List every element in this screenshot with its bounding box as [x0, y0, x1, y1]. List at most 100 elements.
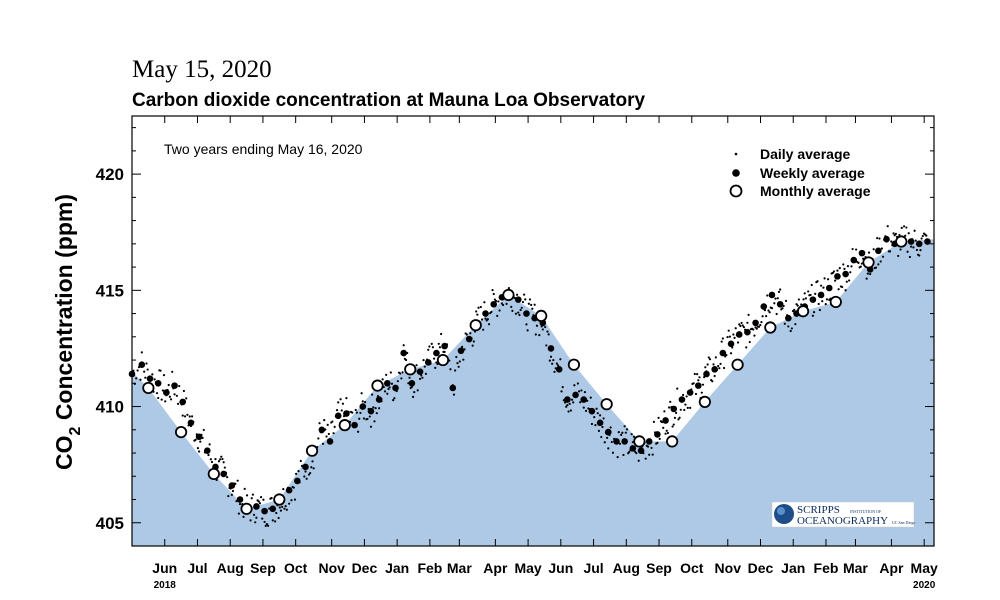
- daily-point: [876, 236, 879, 240]
- daily-point: [325, 435, 328, 438]
- daily-point: [168, 395, 171, 398]
- plot-area: [128, 115, 935, 547]
- weekly-point: [924, 238, 931, 245]
- x-tick-label: Oct: [680, 560, 704, 576]
- monthly-point: [698, 395, 711, 408]
- daily-point: [178, 384, 181, 388]
- daily-point: [312, 467, 315, 470]
- weekly-point: [465, 335, 473, 343]
- daily-point: [186, 413, 189, 416]
- daily-point: [497, 300, 500, 303]
- monthly-point: [895, 235, 908, 248]
- daily-point: [880, 247, 883, 250]
- daily-point: [671, 425, 674, 428]
- x-tick-label: Sep: [250, 560, 276, 576]
- daily-point: [452, 393, 456, 396]
- weekly-point: [375, 396, 383, 403]
- daily-point: [284, 505, 287, 508]
- daily-point: [408, 376, 411, 379]
- daily-point: [736, 341, 740, 344]
- weekly-point: [351, 421, 358, 429]
- daily-point: [795, 303, 798, 306]
- y-tick-label: 405: [96, 514, 124, 533]
- daily-point: [667, 406, 671, 409]
- daily-point: [288, 502, 291, 505]
- daily-point: [622, 453, 625, 457]
- daily-point: [678, 416, 681, 419]
- daily-point: [454, 369, 457, 372]
- monthly-point: [535, 309, 548, 322]
- daily-point: [601, 425, 604, 429]
- daily-point: [765, 315, 768, 318]
- daily-point: [746, 321, 749, 324]
- daily-point: [396, 380, 399, 383]
- daily-point: [341, 402, 345, 405]
- daily-point: [310, 466, 313, 469]
- daily-point: [811, 314, 814, 317]
- daily-point: [596, 412, 599, 415]
- daily-point: [483, 301, 486, 304]
- year-label: 2018: [154, 580, 177, 591]
- daily-point: [552, 358, 555, 362]
- daily-point: [589, 396, 592, 399]
- daily-point: [819, 284, 823, 287]
- daily-point: [519, 308, 522, 312]
- daily-point: [623, 425, 626, 428]
- daily-point: [400, 377, 403, 380]
- daily-point: [621, 431, 624, 434]
- daily-point: [456, 362, 459, 365]
- daily-point: [424, 372, 428, 375]
- x-tick-label: Aug: [613, 560, 640, 576]
- weekly-point: [817, 291, 825, 299]
- logo-line2: OCEANOGRAPHY: [797, 515, 888, 527]
- x-tick-label: Dec: [352, 560, 378, 576]
- daily-point: [662, 426, 665, 429]
- weekly-point: [564, 396, 571, 403]
- y-tick-label: 420: [96, 165, 124, 184]
- daily-point: [482, 328, 485, 331]
- daily-point: [332, 432, 335, 435]
- weekly-point: [662, 417, 669, 424]
- daily-point: [340, 409, 343, 412]
- daily-point: [413, 391, 416, 394]
- daily-point: [432, 357, 436, 360]
- daily-point: [399, 372, 402, 375]
- daily-point: [577, 390, 581, 393]
- daily-point: [707, 356, 710, 359]
- daily-point: [438, 346, 442, 349]
- daily-point: [722, 366, 726, 370]
- daily-point: [595, 407, 598, 410]
- daily-point: [851, 247, 854, 251]
- daily-point: [544, 325, 547, 329]
- weekly-point: [850, 256, 858, 264]
- daily-point: [145, 362, 148, 365]
- daily-point: [593, 416, 596, 419]
- daily-point: [758, 325, 761, 328]
- scripps-logo: SCRIPPS INSTITUTION OF OCEANOGRAPHY UC S…: [771, 501, 915, 528]
- daily-point: [402, 344, 405, 347]
- daily-point: [773, 302, 776, 305]
- daily-point: [318, 422, 321, 425]
- daily-point: [372, 406, 375, 409]
- daily-point: [752, 328, 755, 331]
- daily-point: [899, 248, 902, 251]
- daily-point: [530, 303, 533, 306]
- monthly-point: [567, 358, 581, 371]
- x-tick-label: Oct: [284, 560, 308, 576]
- daily-point: [549, 355, 553, 358]
- daily-point: [455, 355, 458, 359]
- weekly-point: [572, 391, 579, 399]
- monthly-point: [142, 381, 155, 395]
- daily-point: [392, 399, 395, 402]
- daily-point: [157, 396, 160, 400]
- daily-point: [309, 471, 312, 475]
- daily-point: [223, 466, 226, 469]
- daily-point: [729, 352, 733, 355]
- daily-point: [162, 374, 166, 377]
- daily-point: [816, 280, 819, 283]
- weekly-point: [834, 273, 841, 280]
- monthly-point: [862, 256, 875, 269]
- weekly-point: [179, 398, 187, 406]
- weekly-point: [580, 396, 588, 403]
- monthly-point: [666, 435, 679, 448]
